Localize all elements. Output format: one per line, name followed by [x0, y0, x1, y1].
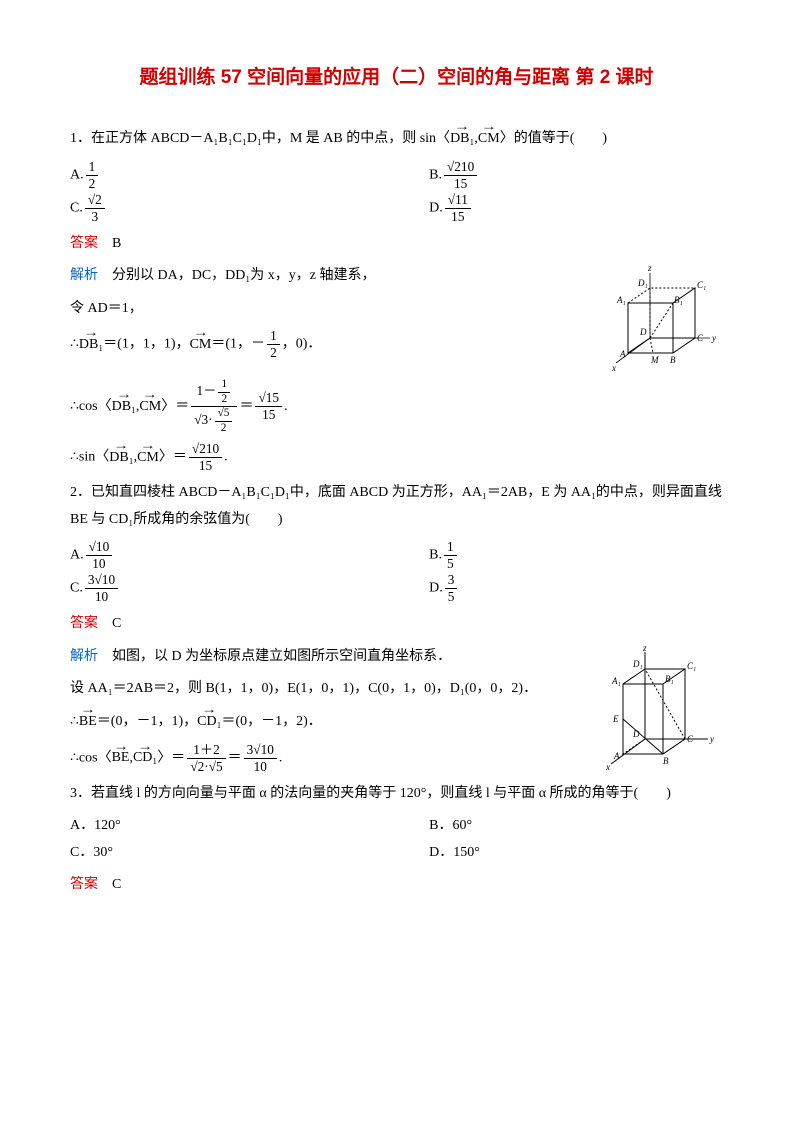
page-title: 题组训练 57 空间向量的应用（二）空间的角与距离 第 2 课时: [70, 60, 723, 96]
q3-opts-cd: C．30°D．150°: [70, 840, 723, 867]
svg-text:B: B: [670, 355, 676, 365]
svg-text:B₁: B₁: [665, 674, 674, 684]
q2-opts-ab: A.√1010 B.15: [70, 539, 723, 572]
svg-text:E: E: [612, 714, 619, 724]
q3-opts-ab: A．120°B．60°: [70, 813, 723, 840]
svg-text:C: C: [697, 333, 704, 343]
svg-text:C₁: C₁: [697, 280, 706, 290]
vec-db1: DB₁: [450, 126, 474, 153]
svg-text:A₁: A₁: [616, 295, 626, 305]
svg-text:B: B: [663, 756, 669, 766]
svg-text:A: A: [619, 349, 626, 359]
q2-answer: 答案 C: [70, 611, 723, 638]
cube-diagram-1: z y x A B C D A₁ B₁ C₁ D₁ M: [608, 263, 723, 378]
svg-text:x: x: [611, 363, 616, 373]
q3-stem: 3．若直线 l 的方向向量与平面 α 的法向量的夹角等于 120°，则直线 l …: [70, 781, 723, 808]
svg-text:D: D: [639, 327, 647, 337]
svg-text:A: A: [613, 751, 620, 761]
svg-text:y: y: [711, 333, 716, 343]
svg-text:A₁: A₁: [611, 676, 621, 686]
q2-stem: 2．已知直四棱柱 ABCD－A₁B₁C₁D₁中，底面 ABCD 为正方形，AA₁…: [70, 480, 723, 533]
svg-text:C: C: [687, 734, 694, 744]
q1-opts-cd: C.√23 D.√1115: [70, 192, 723, 225]
q2-opts-cd: C.3√1010 D.35: [70, 572, 723, 605]
q1-cos: ∴cos〈DB₁,CM〉＝1－12√3·√52＝√1515.: [70, 378, 723, 435]
q1-sin: ∴sin〈DB₁,CM〉＝√21015.: [70, 441, 723, 474]
svg-text:x: x: [605, 762, 610, 772]
svg-text:z: z: [647, 263, 652, 273]
svg-text:D: D: [632, 729, 640, 739]
svg-text:y: y: [709, 734, 714, 744]
svg-text:D₁: D₁: [637, 278, 648, 288]
svg-text:z: z: [642, 644, 647, 653]
svg-text:B₁: B₁: [674, 295, 683, 305]
q1-opts-ab: A.12 B.√21015: [70, 159, 723, 192]
q1-stem: 1．在正方体 ABCD－A₁B₁C₁D₁中，M 是 AB 的中点，则 sin〈D…: [70, 126, 723, 153]
q1-answer: 答案 B: [70, 231, 723, 258]
vec-cm: CM: [478, 126, 500, 153]
q3-answer: 答案 C: [70, 872, 723, 899]
svg-text:C₁: C₁: [687, 661, 696, 671]
svg-text:D₁: D₁: [632, 659, 643, 669]
prism-diagram-2: z y x A B C D A₁ B₁ C₁ D₁ E: [603, 644, 723, 774]
svg-text:M: M: [650, 355, 659, 365]
